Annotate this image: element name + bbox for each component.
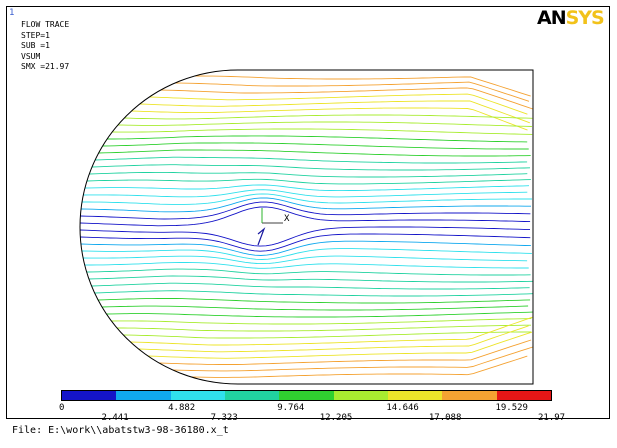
domain-boundary: [79, 69, 534, 385]
streamline: [80, 240, 531, 256]
streamline: [131, 107, 528, 131]
obstacle-edge: [257, 227, 266, 246]
legend-tick-label: 12.205: [319, 413, 353, 423]
legend-tick-label: 19.529: [495, 403, 528, 413]
streamline: [102, 142, 529, 150]
legend-swatch: [496, 391, 551, 400]
sub-label: SUB =1: [21, 41, 50, 50]
streamline: [172, 346, 533, 372]
streamline: [91, 164, 531, 171]
legend-swatch: [170, 391, 225, 400]
legend-swatch: [442, 391, 497, 400]
streamline: [82, 193, 532, 205]
legend-swatch: [224, 391, 280, 400]
smx-label: SMX =21.97: [21, 62, 70, 71]
legend-swatch: [116, 391, 171, 400]
streamline: [94, 290, 533, 297]
streamline: [89, 171, 528, 178]
step-label: STEP=1: [21, 30, 50, 40]
plot-title: FLOW TRACE: [21, 20, 70, 29]
streamline: [102, 305, 529, 311]
legend-swatch: [279, 391, 334, 400]
streamline: [112, 128, 533, 135]
streamline: [194, 75, 531, 97]
legend-swatch: [387, 391, 443, 400]
legend-tick-label: 0: [59, 403, 65, 413]
legend-tick-label: 21.97: [538, 413, 566, 423]
streamline: [80, 197, 531, 213]
streamline: [117, 121, 532, 127]
streamline: [117, 324, 531, 332]
streamline: [160, 87, 533, 110]
streamline: [98, 149, 531, 157]
legend-tick-label: 17.088: [428, 413, 462, 423]
streamline: [111, 318, 532, 325]
axis-x-label: X: [284, 214, 290, 224]
streamline: [80, 201, 531, 220]
streamline: [130, 316, 533, 346]
file-path-label: File: E:\work\\abatstw3-98-36180.x_t: [12, 425, 229, 436]
legend-color-bar: [61, 390, 552, 401]
streamline: [86, 268, 531, 276]
streamline: [84, 262, 529, 269]
legend-tick-label: 4.882: [168, 403, 196, 413]
legend-tick-label: 2.441: [101, 413, 129, 423]
streamline: [98, 298, 531, 304]
window-number: 1: [9, 8, 15, 18]
logo-part-an: AN: [537, 7, 567, 29]
legend-tick-label: 7.323: [210, 413, 238, 423]
legend-swatch: [62, 391, 117, 400]
streamline: [149, 93, 528, 115]
streamline: [124, 114, 533, 120]
streamline: [86, 178, 531, 185]
streamline: [138, 325, 529, 353]
streamlines: [79, 75, 533, 378]
ansys-logo: ANSYS: [537, 7, 605, 29]
streamline: [106, 311, 533, 318]
legend-tick-label: 14.646: [386, 403, 419, 413]
streamline: [84, 184, 530, 192]
streamline: [139, 100, 530, 124]
streamline: [107, 135, 528, 143]
plot-info: FLOW TRACE STEP=1 SUB =1 VSUM SMX =21.97: [21, 20, 69, 73]
streamline: [79, 226, 531, 247]
streamline: [83, 255, 528, 265]
legend-tick-label: 9.764: [277, 403, 305, 413]
streamline: [174, 81, 530, 102]
streamline: [147, 331, 533, 359]
streamline: [88, 275, 533, 283]
streamline: [91, 282, 530, 290]
streamline: [159, 339, 532, 365]
streamline: [83, 189, 528, 198]
streamline: [95, 156, 528, 164]
streamline: [191, 355, 528, 378]
logo-part-sys: SYS: [565, 7, 605, 29]
streamline: [80, 206, 531, 227]
streamline: [123, 331, 532, 339]
streamline: [80, 233, 531, 252]
legend-swatch: [333, 391, 388, 400]
quantity-label: VSUM: [21, 51, 41, 61]
streamline: [81, 248, 532, 260]
